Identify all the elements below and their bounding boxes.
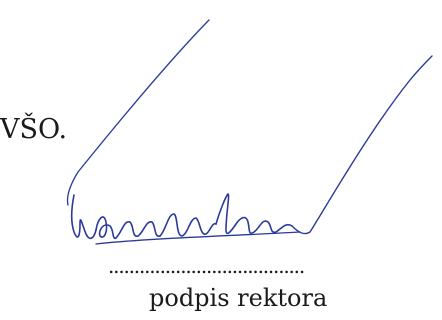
text-fragment: VŠO. [0, 114, 68, 145]
signature-dotted-line: ...................................... [108, 254, 305, 278]
signature-caption: podpis rektora [149, 284, 328, 312]
